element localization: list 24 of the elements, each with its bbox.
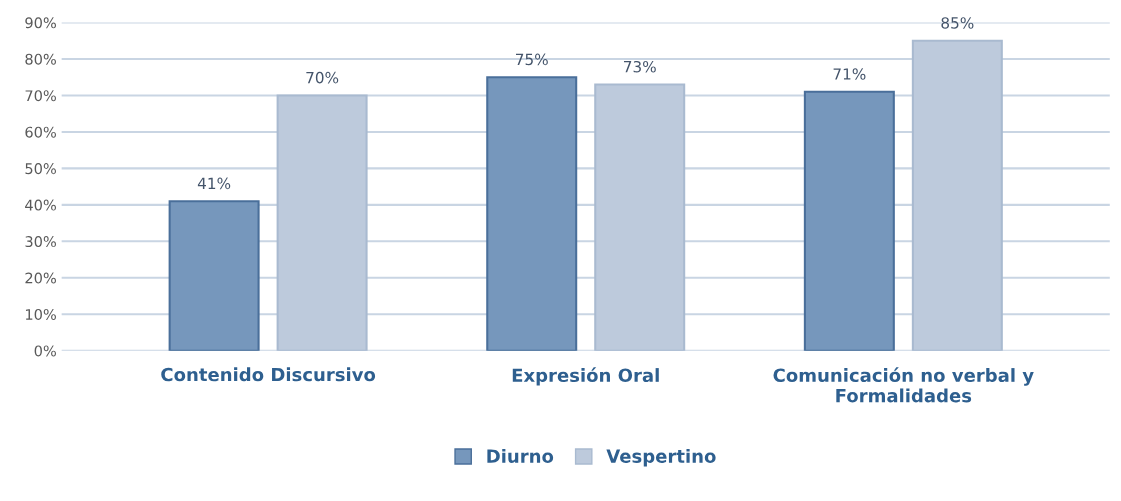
y-tick-label: 80%	[25, 53, 56, 65]
y-tick-label: 10%	[25, 308, 56, 320]
y-tick-label: 0%	[34, 345, 56, 357]
data-label: 71%	[833, 68, 866, 80]
x-tick-label: Expresión Oral	[512, 367, 659, 386]
bar	[168, 200, 260, 351]
y-tick-label: 90%	[25, 17, 56, 29]
legend-label: Vespertino	[606, 448, 716, 467]
data-label: 41%	[197, 177, 231, 190]
data-label: 75%	[516, 53, 548, 66]
data-label: 70%	[306, 71, 339, 84]
x-tick-label: Comunicación no verbal y Formalidades	[773, 367, 1034, 403]
x-tick-label: Contenido Discursivo	[161, 367, 376, 382]
bar	[486, 76, 578, 351]
y-tick-label: 50%	[25, 163, 56, 175]
y-tick-label: 30%	[25, 236, 56, 248]
y-tick-label: 60%	[25, 126, 56, 138]
bar	[803, 90, 895, 351]
legend-label: Diurno	[487, 448, 554, 463]
data-label: 85%	[941, 17, 974, 29]
y-tick-label: 70%	[25, 90, 56, 102]
y-tick-label: 20%	[25, 272, 56, 284]
data-label: 73%	[623, 60, 656, 73]
y-tick-label: 40%	[25, 199, 56, 211]
